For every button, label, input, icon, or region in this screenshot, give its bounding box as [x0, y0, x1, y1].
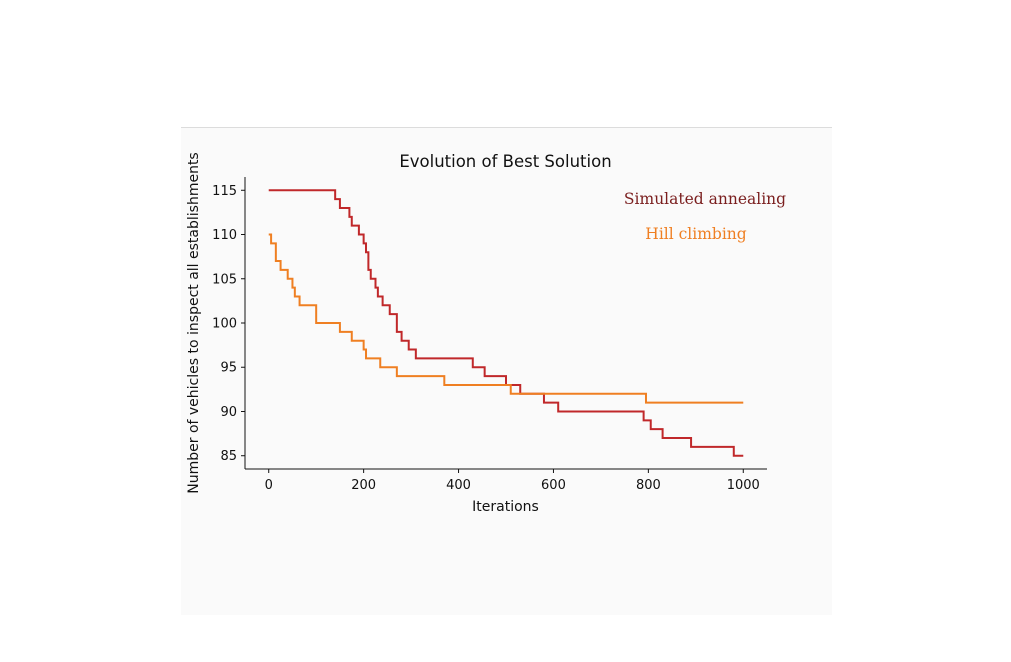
legend-hill-climbing: Hill climbing: [645, 225, 746, 243]
y-tick-label: 105: [212, 272, 237, 287]
y-tick-label: 85: [220, 449, 237, 464]
hill-climbing-line: [268, 233, 744, 404]
x-tick-label: 400: [446, 478, 471, 493]
simulated-annealing-line: [268, 189, 744, 457]
x-tick-label: 600: [541, 478, 566, 493]
legend-simulated-annealing: Simulated annealing: [624, 190, 786, 208]
x-tick-label: 0: [265, 478, 273, 493]
y-tick-label: 95: [220, 361, 237, 376]
tick-marks: 0 200 400 600 800 1000 85 90 95 100 105 110 115: [212, 184, 760, 493]
series-lines: [268, 189, 744, 457]
y-tick-label: 110: [212, 228, 237, 243]
legend: Simulated annealing Hill climbing: [624, 190, 786, 243]
y-axis-title: Number of vehicles to inspect all establ…: [186, 152, 202, 493]
x-tick-label: 200: [351, 478, 376, 493]
x-tick-label: 1000: [727, 478, 760, 493]
chart-title: Evolution of Best Solution: [399, 152, 611, 171]
x-tick-label: 800: [636, 478, 661, 493]
chart-figure: Evolution of Best Solution Number of veh…: [181, 127, 832, 615]
y-tick-label: 90: [220, 405, 237, 420]
y-tick-label: 115: [212, 184, 237, 199]
chart-svg: Evolution of Best Solution Number of veh…: [186, 152, 786, 515]
y-tick-label: 100: [212, 317, 237, 332]
x-axis-title: Iterations: [472, 499, 539, 515]
